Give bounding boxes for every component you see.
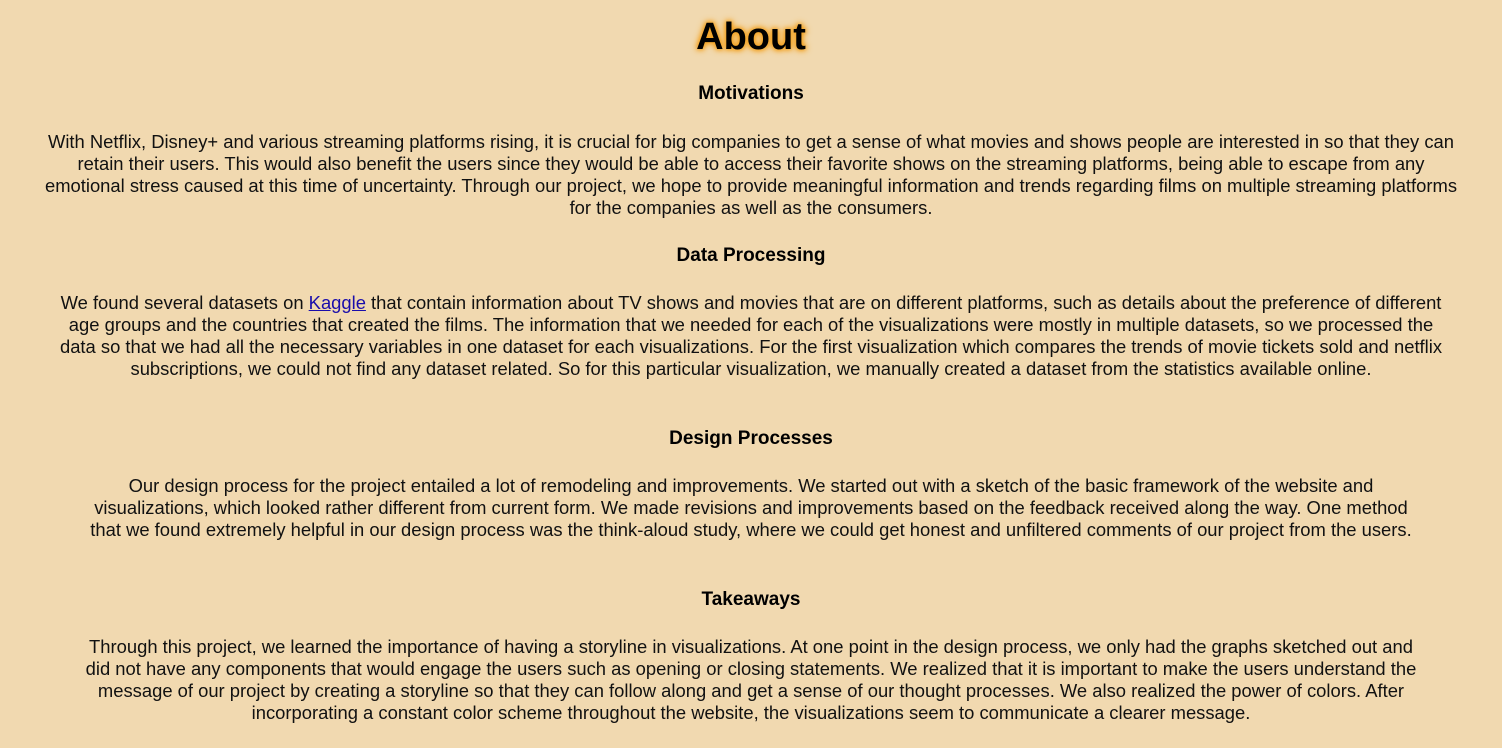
takeaways-heading: Takeaways <box>701 589 801 610</box>
motivations-section: Motivations With Netflix, Disney+ and va… <box>0 83 1502 219</box>
data-processing-section: Data Processing We found several dataset… <box>0 245 1502 380</box>
design-processes-section: Design Processes Our design process for … <box>0 428 1502 541</box>
page-title: About <box>696 16 806 58</box>
takeaways-text: Through this project, we learned the imp… <box>85 636 1417 723</box>
design-processes-heading: Design Processes <box>669 428 833 449</box>
data-processing-text-end: that contain information about TV shows … <box>59 292 1443 379</box>
motivations-heading: Motivations <box>698 83 804 104</box>
kaggle-link[interactable]: Kaggle <box>308 292 366 313</box>
design-processes-text: Our design process for the project entai… <box>90 475 1412 540</box>
motivations-text: With Netflix, Disney+ and various stream… <box>44 131 1458 218</box>
data-processing-text-start: We found several datasets on <box>60 292 309 313</box>
data-processing-text: We found several datasets on Kaggle that… <box>56 292 1446 380</box>
data-processing-heading: Data Processing <box>676 245 826 266</box>
takeaways-section: Takeaways Through this project, we learn… <box>0 589 1502 724</box>
